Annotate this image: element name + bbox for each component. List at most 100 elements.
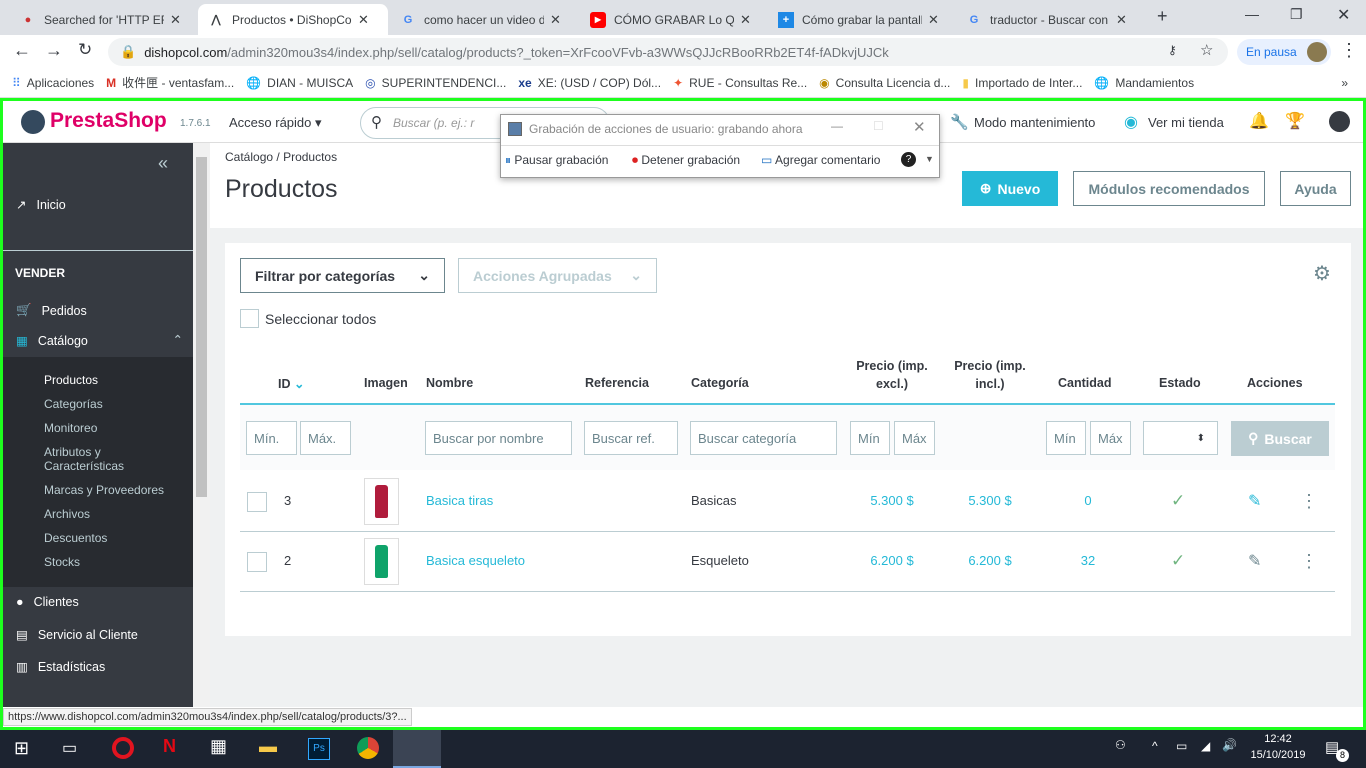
people-icon[interactable]: ⚇	[1115, 738, 1126, 752]
user-account-icon[interactable]	[1329, 111, 1350, 132]
submenu-monitoring[interactable]: Monitoreo	[44, 421, 98, 435]
help-button[interactable]: Ayuda	[1280, 171, 1351, 206]
name-filter-input[interactable]: Buscar por nombre	[425, 421, 572, 455]
photoshop-icon[interactable]: Ps	[308, 738, 330, 760]
new-tab-icon[interactable]: +	[1157, 6, 1168, 26]
browser-menu-icon[interactable]: ⋮	[1340, 40, 1358, 60]
product-name-link[interactable]: Basica esqueleto	[426, 553, 526, 568]
bookmark[interactable]: M 收件匣 - ventasfam...	[106, 75, 235, 91]
file-explorer-icon[interactable]: ▬	[259, 736, 277, 756]
star-icon[interactable]: ☆	[1200, 42, 1214, 59]
close-icon[interactable]: ✕	[913, 119, 926, 136]
product-thumbnail[interactable]	[364, 478, 399, 525]
bookmark[interactable]: ⠿ Aplicaciones	[12, 75, 95, 90]
key-icon[interactable]: ⚷	[1168, 43, 1177, 57]
sidebar-item-service[interactable]: ▤ Servicio al Cliente	[16, 627, 138, 643]
submenu-categories[interactable]: Categorías	[44, 397, 103, 411]
quantity-min-input[interactable]: Mín	[1046, 421, 1086, 455]
browser-tab-active[interactable]: ⋀ Productos • DiShopCol ✕	[198, 4, 388, 35]
category-filter-input[interactable]: Buscar categoría	[690, 421, 837, 455]
select-all-checkbox[interactable]	[240, 309, 259, 328]
view-store-link[interactable]: Ver mi tienda	[1148, 115, 1224, 130]
quantity[interactable]: 0	[1084, 493, 1092, 508]
minimize-icon[interactable]: —	[1245, 6, 1259, 22]
status-check-icon[interactable]: ✓	[1171, 491, 1186, 510]
url-input[interactable]: 🔒 dishopcol.com/admin320mou3s4/index.php/…	[108, 38, 1228, 66]
close-tab-icon[interactable]: ✕	[358, 11, 369, 27]
search-button[interactable]: ⚲ Buscar	[1231, 421, 1329, 456]
more-actions-icon[interactable]: ⋮	[1300, 551, 1318, 571]
bookmark[interactable]: ◉ Consulta Licencia d...	[819, 75, 951, 90]
restore-icon[interactable]: ❐	[1290, 6, 1303, 22]
battery-icon[interactable]: ▭	[1176, 739, 1188, 753]
volume-icon[interactable]: 🔊	[1222, 738, 1237, 752]
collapse-sidebar-button[interactable]: «	[158, 153, 169, 173]
col-id[interactable]: ID ⌄	[278, 377, 305, 391]
quantity[interactable]: 32	[1080, 553, 1096, 568]
row-checkbox[interactable]	[247, 492, 267, 512]
windows-start-icon[interactable]: ⊞	[14, 738, 30, 758]
wifi-icon[interactable]: ◢	[1201, 739, 1211, 753]
status-check-icon[interactable]: ✓	[1171, 551, 1186, 570]
reload-icon[interactable]: ↻	[78, 40, 93, 59]
help-icon[interactable]: ?	[901, 152, 916, 167]
close-tab-icon[interactable]: ✕	[1116, 11, 1127, 27]
gear-icon[interactable]: ⚙	[1313, 263, 1331, 285]
row-checkbox[interactable]	[247, 552, 267, 572]
sidebar-item-customers[interactable]: ● Clientes	[16, 595, 79, 609]
clock-date[interactable]: 15/10/2019	[1250, 749, 1306, 761]
close-tab-icon[interactable]: ✕	[740, 11, 751, 27]
quick-access-dropdown[interactable]: Acceso rápido ▾	[229, 115, 322, 130]
sidebar-item-stats[interactable]: ▥ Estadísticas	[16, 659, 106, 675]
quantity-max-input[interactable]: Máx	[1090, 421, 1131, 455]
price-min-input[interactable]: Mín	[850, 421, 890, 455]
col-category[interactable]: Categoría	[691, 376, 749, 390]
bell-icon[interactable]: 🔔	[1249, 113, 1269, 130]
notifications-icon[interactable]: ▤	[1325, 739, 1340, 756]
stop-recording-button[interactable]: ⏺ Detener grabación	[632, 153, 741, 167]
edit-pencil-icon[interactable]: ✎	[1248, 493, 1262, 510]
sidebar-item-orders[interactable]: 🛒 Pedidos	[16, 303, 87, 318]
task-view-icon[interactable]: ▭	[62, 740, 78, 757]
col-name[interactable]: Nombre	[426, 376, 474, 390]
add-comment-button[interactable]: ▭ Agregar comentario	[761, 153, 881, 167]
more-bookmarks-icon[interactable]: »	[1341, 75, 1348, 90]
bookmark[interactable]: ✦ RUE - Consultas Re...	[673, 75, 808, 90]
opera-icon[interactable]	[112, 737, 134, 759]
browser-tab[interactable]: ● Searched for 'HTTP ERI ✕	[10, 4, 195, 35]
profile-button[interactable]: En pausa	[1237, 39, 1331, 65]
browser-tab[interactable]: + Cómo grabar la pantall ✕	[768, 4, 953, 35]
back-icon[interactable]: ←	[13, 40, 31, 60]
status-filter-select[interactable]: ⬍	[1143, 421, 1218, 455]
netflix-icon[interactable]: N	[163, 736, 176, 756]
close-tab-icon[interactable]: ✕	[550, 11, 561, 27]
sidebar-scrollbar[interactable]	[193, 143, 210, 707]
filter-categories-dropdown[interactable]: Filtrar por categorías ⌄	[240, 258, 445, 293]
submenu-discounts[interactable]: Descuentos	[44, 531, 108, 545]
edit-pencil-icon[interactable]: ✎	[1248, 553, 1262, 570]
bulk-actions-dropdown[interactable]: Acciones Agrupadas ⌄	[458, 258, 657, 293]
dropdown-arrow-icon[interactable]: ▼	[925, 154, 934, 164]
submenu-brands[interactable]: Marcas y Proveedores	[44, 483, 165, 497]
logo[interactable]: PrestaShop	[50, 109, 167, 132]
submenu-attributes[interactable]: Atributos y Características	[44, 445, 125, 473]
sidebar-item-catalog[interactable]: ▦ Catálogo ⌃	[3, 325, 193, 357]
trophy-icon[interactable]: 🏆	[1285, 113, 1305, 130]
col-price-incl[interactable]: Precio (imp. incl.)	[954, 359, 1026, 391]
reference-filter-input[interactable]: Buscar ref.	[584, 421, 678, 455]
new-product-button[interactable]: ⊕ Nuevo	[962, 171, 1058, 206]
chevron-up-icon[interactable]: ^	[1152, 739, 1158, 753]
steps-recorder-taskbar-icon[interactable]	[393, 730, 441, 768]
bookmark[interactable]: ◎ SUPERINTENDENCI...	[365, 75, 507, 90]
col-price-excl[interactable]: Precio (imp. excl.)	[856, 359, 928, 391]
sidebar-item-home[interactable]: ↗ Inicio	[16, 197, 66, 213]
price-max-input[interactable]: Máx	[894, 421, 935, 455]
forward-icon[interactable]: →	[45, 40, 63, 60]
col-quantity[interactable]: Cantidad	[1058, 376, 1112, 390]
product-name-link[interactable]: Basica tiras	[426, 493, 494, 508]
recommended-modules-button[interactable]: Módulos recomendados	[1073, 171, 1265, 206]
bookmark[interactable]: xe XE: (USD / COP) Dól...	[518, 75, 662, 90]
bookmark[interactable]: 🌐 Mandamientos	[1094, 75, 1195, 90]
